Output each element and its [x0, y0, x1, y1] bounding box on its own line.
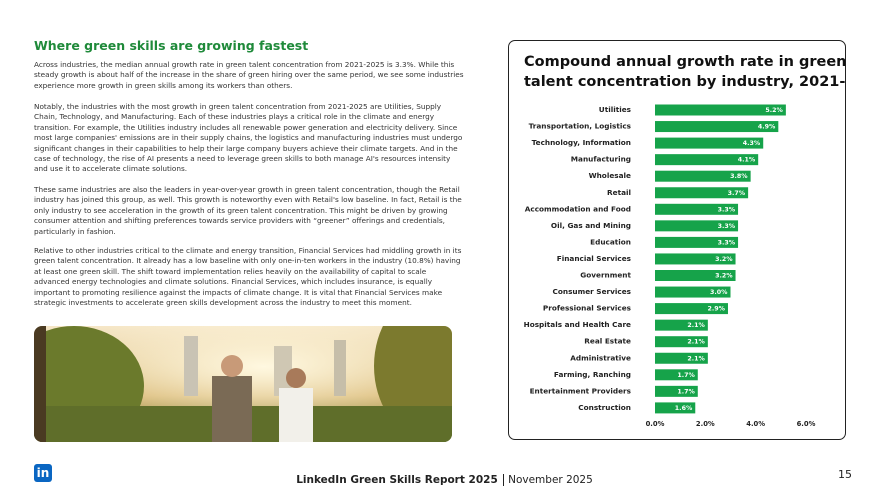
value-label: 3.2%: [715, 273, 733, 280]
value-label: 3.0%: [710, 289, 728, 296]
bar: [655, 336, 708, 348]
value-label: 2.9%: [708, 306, 726, 313]
bar: [655, 286, 731, 298]
paragraph: Relative to other industries critical to…: [34, 246, 462, 308]
category-label: Retail: [607, 188, 631, 197]
value-label: 4.1%: [738, 157, 756, 164]
value-label: 2.1%: [687, 355, 705, 362]
chart: Compound annual growth rate in green ski…: [524, 54, 846, 428]
value-label: 2.1%: [687, 322, 705, 329]
category-label: Education: [590, 237, 631, 246]
value-label: 3.2%: [715, 256, 733, 263]
category-label: Utilities: [599, 105, 631, 114]
category-label: Oil, Gas and Mining: [551, 221, 631, 230]
value-label: 1.6%: [675, 405, 693, 412]
bar: [655, 270, 736, 281]
value-label: 3.7%: [728, 190, 746, 197]
value-label: 3.3%: [718, 206, 736, 213]
category-label: Wholesale: [589, 171, 631, 180]
category-label: Hospitals and Health Care: [524, 320, 631, 329]
value-label: 3.8%: [730, 173, 748, 180]
category-label: Administrative: [570, 353, 631, 362]
x-tick-label: 0.0%: [646, 420, 665, 428]
category-label: Entertainment Providers: [530, 386, 631, 395]
bar: [655, 385, 698, 397]
value-label: 1.7%: [677, 388, 695, 395]
bar: [655, 402, 696, 414]
footer-date: November 2025: [503, 474, 593, 486]
bar: [655, 303, 728, 315]
category-label: Financial Services: [557, 254, 631, 263]
x-tick-label: 4.0%: [746, 420, 765, 428]
paragraph: Notably, the industries with the most gr…: [34, 102, 463, 174]
bar: [655, 137, 764, 149]
value-label: 3.3%: [718, 223, 736, 230]
linkedin-logo: in: [34, 464, 52, 482]
category-label: Technology, Information: [532, 138, 631, 147]
paragraph: These same industries are also the leade…: [34, 185, 462, 236]
footer-report: LinkedIn Green Skills Report 2025: [296, 474, 498, 486]
category-label: Professional Services: [543, 304, 631, 313]
bar: [655, 154, 759, 166]
page-number: 15: [838, 468, 852, 481]
value-label: 1.7%: [677, 372, 695, 379]
category-label: Accommodation and Food: [525, 204, 631, 213]
category-label: Real Estate: [584, 337, 631, 346]
bar: [655, 220, 739, 232]
category-label: Government: [580, 271, 631, 280]
category-label: Transportation, Logistics: [529, 122, 631, 131]
footer: LinkedIn Green Skills Report 2025 Novemb…: [0, 474, 889, 486]
value-label: 4.3%: [743, 140, 761, 147]
bar: [655, 203, 739, 215]
bar: [655, 121, 779, 133]
value-label: 3.3%: [718, 239, 736, 246]
category-label: Construction: [578, 403, 631, 412]
x-tick-label: 6.0%: [797, 420, 816, 428]
bar: [655, 352, 708, 364]
value-label: 2.1%: [687, 339, 705, 346]
photo: [34, 326, 452, 442]
bar: [655, 236, 739, 248]
value-label: 5.2%: [765, 107, 783, 114]
chart-title: Compound annual growth rate in green ski…: [524, 54, 846, 90]
bar: [655, 369, 698, 381]
section-title: Where green skills are growing fastest: [34, 38, 309, 53]
bar: [655, 187, 749, 199]
bar: [655, 319, 708, 331]
category-label: Consumer Services: [553, 287, 631, 296]
paragraph: Across industries, the median annual gro…: [34, 60, 464, 90]
category-label: Farming, Ranching: [554, 370, 631, 379]
x-tick-label: 2.0%: [696, 420, 715, 428]
chart-frame: [508, 40, 846, 440]
category-label: Manufacturing: [571, 155, 631, 164]
bar: [655, 104, 786, 116]
bar: [655, 253, 736, 265]
bar: [655, 170, 751, 182]
value-label: 4.9%: [758, 124, 776, 131]
